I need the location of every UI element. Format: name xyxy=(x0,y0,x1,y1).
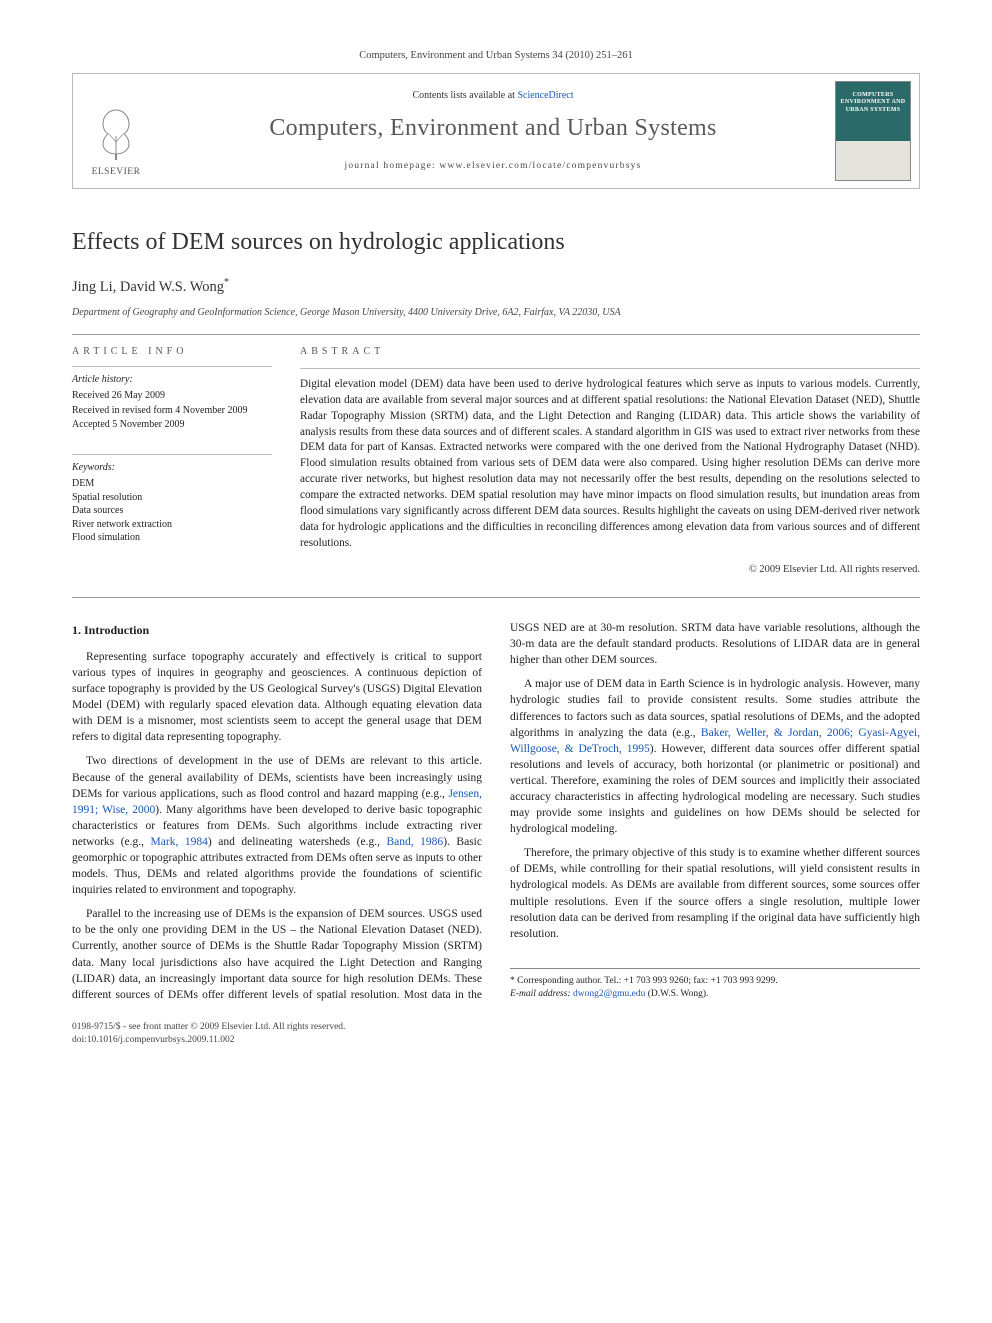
info-rule-2 xyxy=(72,454,272,455)
keywords-label: Keywords: xyxy=(72,461,272,476)
divider-top xyxy=(72,334,920,335)
meta-row: article info Article history: Received 2… xyxy=(72,345,920,577)
corresponding-note: * Corresponding author. Tel.: +1 703 993… xyxy=(510,975,920,988)
citation-link[interactable]: Band, 1986 xyxy=(387,836,444,848)
abstract-block: abstract Digital elevation model (DEM) d… xyxy=(300,345,920,577)
keyword-item: Spatial resolution xyxy=(72,491,272,505)
homepage-url[interactable]: www.elsevier.com/locate/compenvurbsys xyxy=(439,161,641,171)
body-paragraph: Representing surface topography accurate… xyxy=(72,649,482,746)
sciencedirect-link[interactable]: ScienceDirect xyxy=(517,90,573,101)
p2-a: Two directions of development in the use… xyxy=(72,755,482,799)
authors-line: Jing Li, David W.S. Wong* xyxy=(72,276,920,298)
publisher-name: ELSEVIER xyxy=(92,166,141,180)
keyword-item: DEM xyxy=(72,477,272,491)
citation-link[interactable]: Mark, 1984 xyxy=(151,836,208,848)
journal-cover-thumbnail: COMPUTERS ENVIRONMENT AND URBAN SYSTEMS xyxy=(835,81,911,181)
divider-bottom xyxy=(72,597,920,598)
contents-prefix: Contents lists available at xyxy=(412,90,517,101)
journal-homepage-line: journal homepage: www.elsevier.com/locat… xyxy=(344,160,641,174)
author-names: Jing Li, David W.S. Wong xyxy=(72,279,224,295)
keyword-item: Flood simulation xyxy=(72,531,272,545)
body-paragraph: Two directions of development in the use… xyxy=(72,753,482,898)
author-email-link[interactable]: dwong2@gmu.edu xyxy=(573,989,645,999)
email-label: E-mail address: xyxy=(510,989,573,999)
elsevier-tree-icon xyxy=(91,106,141,160)
history-label: Article history: xyxy=(72,373,272,388)
running-head: Computers, Environment and Urban Systems… xyxy=(72,48,920,63)
footer-meta: 0198-9715/$ - see front matter © 2009 El… xyxy=(72,1021,920,1047)
article-info-head: article info xyxy=(72,345,272,360)
corresponding-mark: * xyxy=(224,277,229,288)
doi-line: doi:10.1016/j.compenvurbsys.2009.11.002 xyxy=(72,1034,920,1047)
info-rule-1 xyxy=(72,366,272,367)
abstract-rule xyxy=(300,368,920,369)
p4-b: ). However, different data sources offer… xyxy=(510,743,920,835)
history-received: Received 26 May 2009 xyxy=(72,389,272,403)
article-info-block: article info Article history: Received 2… xyxy=(72,345,272,577)
article-title: Effects of DEM sources on hydrologic app… xyxy=(72,225,920,260)
publisher-block: ELSEVIER xyxy=(73,74,159,188)
issn-line: 0198-9715/$ - see front matter © 2009 El… xyxy=(72,1021,920,1034)
cover-title-text: COMPUTERS ENVIRONMENT AND URBAN SYSTEMS xyxy=(836,92,910,114)
history-accepted: Accepted 5 November 2009 xyxy=(72,418,272,432)
body-paragraph: Therefore, the primary objective of this… xyxy=(510,845,920,942)
journal-name: Computers, Environment and Urban Systems xyxy=(269,111,716,146)
cover-thumb-block: COMPUTERS ENVIRONMENT AND URBAN SYSTEMS xyxy=(827,74,919,188)
abstract-head: abstract xyxy=(300,345,920,360)
footnotes-block: * Corresponding author. Tel.: +1 703 993… xyxy=(510,968,920,1001)
section-1-heading: 1. Introduction xyxy=(72,622,482,639)
keyword-item: River network extraction xyxy=(72,518,272,532)
contents-available-line: Contents lists available at ScienceDirec… xyxy=(412,89,573,104)
banner-center: Contents lists available at ScienceDirec… xyxy=(159,74,827,188)
history-revised: Received in revised form 4 November 2009 xyxy=(72,404,272,418)
abstract-text: Digital elevation model (DEM) data have … xyxy=(300,377,920,552)
p2-c: ) and delineating watersheds (e.g., xyxy=(208,836,387,848)
abstract-copyright: © 2009 Elsevier Ltd. All rights reserved… xyxy=(300,562,920,577)
body-columns: 1. Introduction Representing surface top… xyxy=(72,620,920,1003)
journal-banner: ELSEVIER Contents lists available at Sci… xyxy=(72,73,920,189)
email-line: E-mail address: dwong2@gmu.edu (D.W.S. W… xyxy=(510,988,920,1001)
homepage-label: journal homepage: xyxy=(344,161,439,171)
body-paragraph: A major use of DEM data in Earth Science… xyxy=(510,676,920,837)
affiliation: Department of Geography and GeoInformati… xyxy=(72,306,920,321)
keyword-item: Data sources xyxy=(72,504,272,518)
email-suffix: (D.W.S. Wong). xyxy=(645,989,708,999)
